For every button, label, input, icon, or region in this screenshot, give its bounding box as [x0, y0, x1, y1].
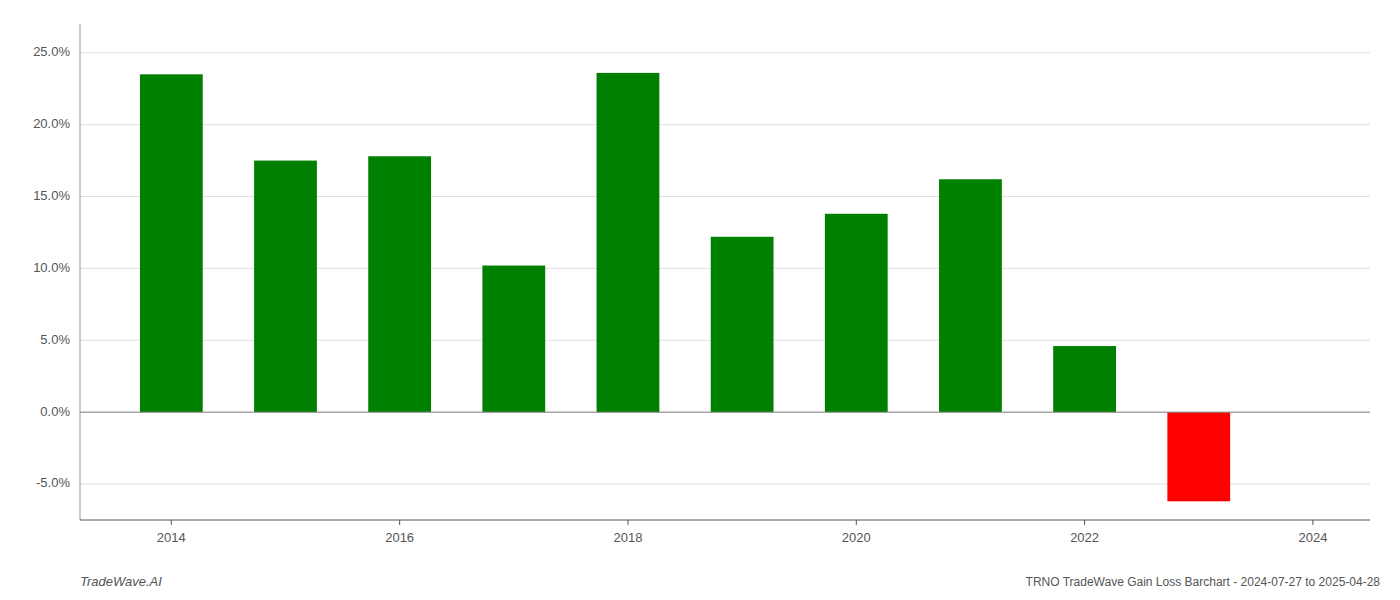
y-axis-line [80, 24, 81, 520]
chart-container: -5.0% 0.0% 5.0% 10.0% 15.0% 20.0% 25.0% 2014 201… [0, 0, 1400, 600]
bar [1167, 412, 1230, 501]
bar [140, 74, 203, 412]
bar [254, 161, 317, 413]
y-tick-label: 15.0% [33, 188, 70, 203]
x-tick [856, 520, 857, 525]
x-axis-line [80, 520, 1370, 521]
y-tick-label: -5.0% [36, 475, 70, 490]
grid-line [80, 412, 1370, 413]
bar [368, 156, 431, 412]
x-tick [1084, 520, 1085, 525]
chart-svg: -5.0% 0.0% 5.0% 10.0% 15.0% 20.0% 25.0% 2014 201… [0, 0, 1400, 600]
x-tick [1312, 520, 1313, 525]
bar [939, 179, 1002, 412]
x-tick-label: 2024 [1298, 530, 1327, 545]
x-tick-label: 2014 [157, 530, 186, 545]
x-tick-label: 2020 [842, 530, 871, 545]
y-tick-label: 5.0% [40, 332, 70, 347]
x-tick-label: 2022 [1070, 530, 1099, 545]
bar [825, 214, 888, 412]
watermark: TradeWave.AI [80, 574, 162, 589]
x-tick-label: 2018 [614, 530, 643, 545]
bar [482, 266, 545, 413]
bar [597, 73, 660, 412]
title: TRNO TradeWave Gain Loss Barchart - 2024… [1026, 575, 1381, 589]
axes: -5.0% 0.0% 5.0% 10.0% 15.0% 20.0% 25.0% 2014 201… [33, 24, 1370, 545]
y-tick-label: 20.0% [33, 116, 70, 131]
bar [711, 237, 774, 412]
bars [140, 73, 1230, 501]
y-tick-label: 25.0% [33, 44, 70, 59]
x-tick-label: 2016 [385, 530, 414, 545]
zero-line [80, 412, 1370, 413]
bar [1053, 346, 1116, 412]
x-tick [399, 520, 400, 525]
x-tick [627, 520, 628, 525]
grid-line [80, 52, 1370, 53]
grid-line [80, 124, 1370, 125]
y-tick-label: 10.0% [33, 260, 70, 275]
y-tick-label: 0.0% [40, 404, 70, 419]
x-tick [171, 520, 172, 525]
